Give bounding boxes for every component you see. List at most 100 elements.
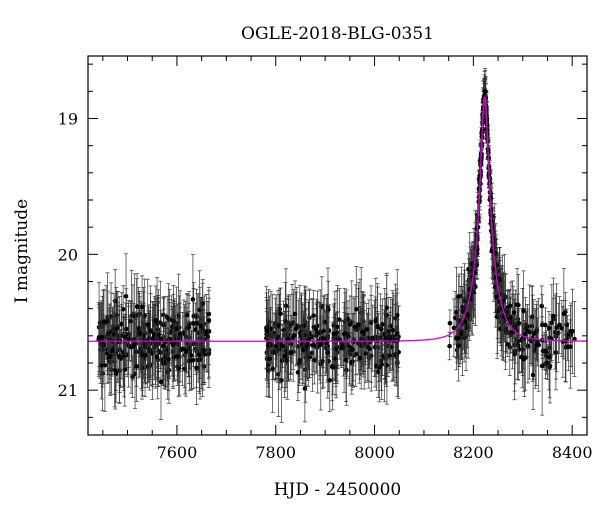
data-point [455, 320, 461, 357]
data-point [563, 312, 569, 383]
tick-labels: 7600 7800 8000 8200 8400 19 20 21 [58, 109, 593, 462]
data-point [327, 348, 333, 412]
data-point [320, 308, 326, 369]
data-point [568, 319, 573, 343]
data-point [394, 302, 400, 366]
data-point [282, 282, 288, 361]
data-point [572, 301, 577, 377]
data-point [505, 331, 511, 358]
data-point [161, 315, 166, 377]
data-point [525, 308, 531, 384]
data-point [301, 304, 307, 348]
data-point [117, 309, 122, 403]
data-point [360, 297, 365, 367]
data-point [297, 337, 302, 384]
data-point [447, 309, 453, 337]
data-point [559, 299, 565, 357]
data-point [306, 317, 312, 362]
data-point [300, 315, 306, 384]
data-point [285, 295, 291, 382]
data-point [311, 317, 316, 373]
data-point [109, 324, 115, 377]
data-point [112, 331, 118, 410]
data-point [522, 324, 528, 345]
data-point [318, 306, 323, 384]
data-point [497, 246, 503, 312]
data-point [183, 307, 189, 397]
data-point [292, 317, 297, 354]
data-point [194, 331, 199, 405]
data-point [335, 285, 340, 369]
data-point [158, 343, 164, 420]
data-point [512, 308, 517, 401]
data-point [145, 278, 151, 371]
x-tick-label: 8200 [453, 443, 494, 462]
y-axis-label: I magnitude [12, 198, 32, 304]
data-point [191, 288, 196, 359]
y-tick-label: 21 [58, 381, 78, 400]
axis-ticks [88, 56, 587, 435]
data-point [331, 304, 337, 364]
data-point [356, 287, 361, 362]
x-axis-label: HJD - 2450000 [273, 480, 402, 500]
data-point [383, 318, 388, 359]
data-point [166, 327, 171, 392]
data-point [511, 293, 517, 332]
data-point [539, 316, 545, 416]
x-tick-label: 7800 [255, 443, 296, 462]
data-point [390, 290, 396, 371]
data-point [378, 305, 384, 353]
data-point [456, 310, 461, 382]
data-point [139, 275, 145, 339]
data-point [198, 299, 204, 353]
data-point [451, 298, 457, 358]
data-point [330, 339, 336, 395]
data-point [521, 270, 526, 352]
data-point [123, 253, 129, 340]
data-point [353, 266, 359, 353]
data-point [270, 333, 276, 372]
data-point [282, 314, 287, 399]
data-point [321, 303, 326, 358]
data-point [447, 332, 452, 361]
data-point [206, 290, 212, 351]
data-points [96, 68, 577, 423]
data-point [119, 304, 124, 344]
data-point [280, 323, 285, 369]
data-point [170, 300, 176, 390]
data-point [357, 336, 363, 380]
data-point [123, 318, 128, 356]
data-point [197, 320, 203, 400]
data-point [514, 267, 520, 342]
data-point [270, 324, 275, 413]
data-point [137, 301, 143, 366]
data-point [264, 292, 269, 369]
data-point [557, 296, 562, 354]
data-point [278, 287, 283, 340]
x-tick-label: 8000 [354, 443, 395, 462]
data-point [373, 277, 379, 364]
data-point [134, 330, 139, 402]
data-point [551, 277, 556, 355]
data-point [151, 304, 157, 365]
data-point [293, 291, 299, 367]
data-point [320, 333, 325, 390]
plot-frame [87, 55, 588, 436]
data-point [343, 317, 349, 403]
data-point [460, 273, 466, 350]
data-point [516, 307, 522, 339]
data-point [296, 341, 302, 386]
data-point [314, 303, 319, 363]
data-point [536, 298, 542, 392]
data-point [153, 285, 159, 355]
data-point [456, 275, 461, 317]
data-point [507, 296, 513, 315]
data-point [267, 320, 272, 398]
data-point [295, 344, 301, 401]
data-point [128, 300, 134, 394]
data-point [273, 313, 279, 380]
x-tick-label: 8400 [552, 443, 593, 462]
y-tick-label: 19 [58, 109, 78, 128]
data-point [180, 311, 185, 386]
